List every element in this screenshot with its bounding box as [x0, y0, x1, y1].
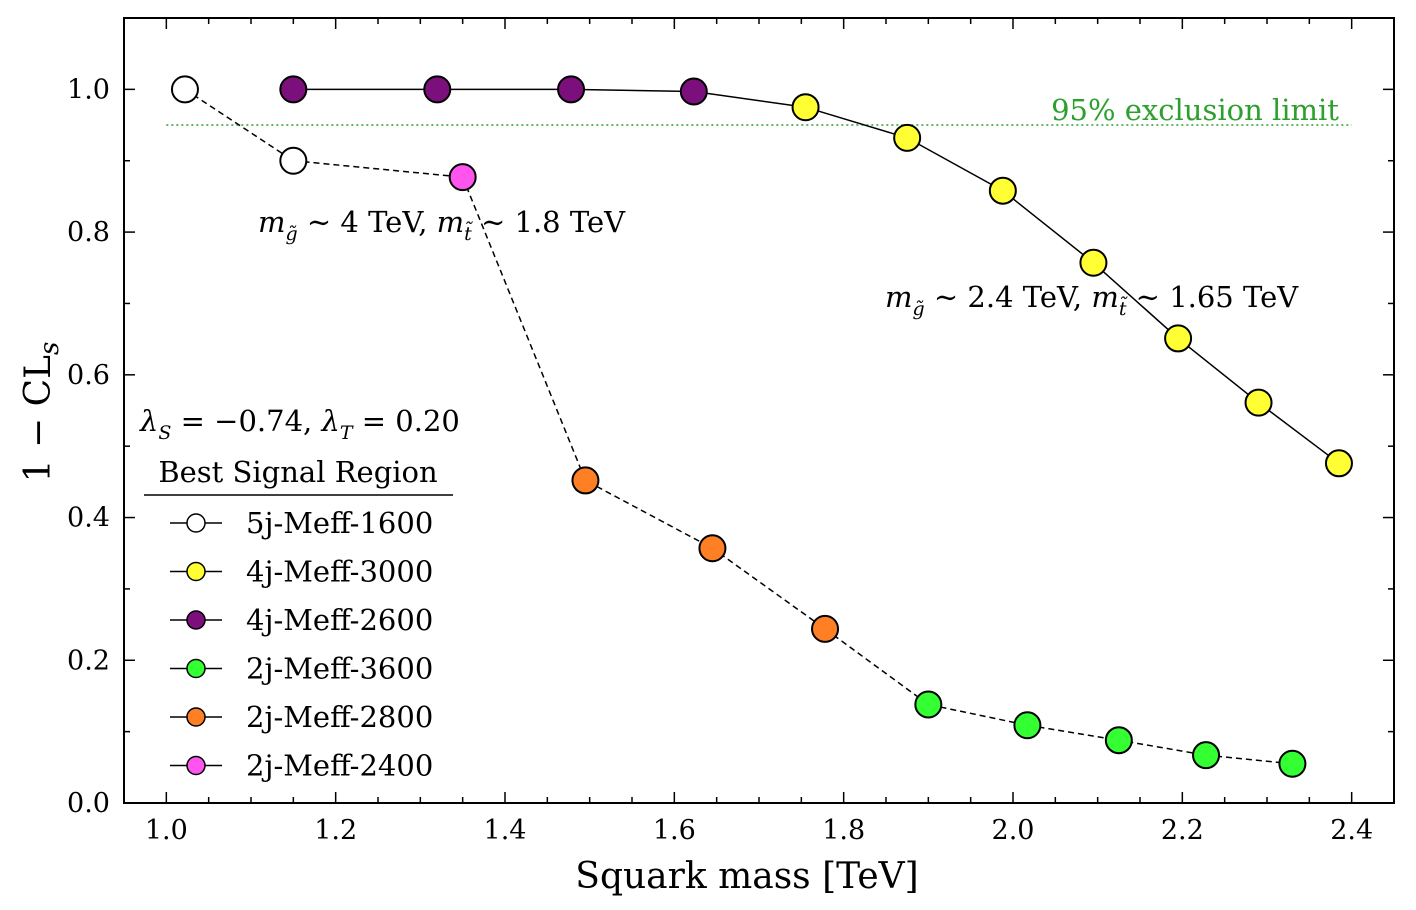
data-point [1013, 711, 1042, 740]
legend-marker [186, 561, 206, 582]
x-tick-label: 2.0 [992, 815, 1035, 846]
y-tick-label: 0.8 [67, 217, 110, 248]
legend: Best Signal Region 5j-Meff-1600 4j-Meff-3… [144, 455, 453, 783]
data-point [1104, 726, 1133, 755]
legend-marker [186, 658, 206, 679]
data-point [1278, 749, 1307, 778]
data-point [1079, 248, 1108, 277]
annotation-right: mg̃ ∼ 2.4 TeV, mt̃ ∼ 1.65 TeV [885, 280, 1299, 320]
y-tick-label: 0.4 [67, 503, 110, 534]
x-tick-label: 1.6 [653, 815, 696, 846]
legend-label: 2j-Meff-3600 [246, 652, 433, 686]
legend-label: 2j-Meff-2800 [246, 700, 433, 734]
data-point [279, 146, 308, 175]
lambda-parameters: λS = −0.74, λT = 0.20 [139, 404, 460, 444]
legend-label: 4j-Meff-3000 [246, 555, 433, 589]
data-point [791, 93, 820, 122]
x-tick-label: 1.4 [484, 815, 527, 846]
data-point [448, 163, 477, 192]
y-tick-label: 0.0 [67, 788, 110, 819]
x-tick-label: 2.2 [1161, 815, 1204, 846]
annotation-upper-left: mg̃ ∼ 4 TeV, mt̃ ∼ 1.8 TeV [258, 205, 626, 245]
x-tick-label: 2.4 [1330, 815, 1373, 846]
legend-marker [186, 707, 206, 727]
data-point [1244, 388, 1273, 417]
legend-label: 4j-Meff-2600 [246, 603, 433, 637]
data-point [423, 75, 452, 104]
exclusion-limit-label: 95% exclusion limit [1051, 93, 1339, 127]
y-tick-label: 1.0 [67, 74, 110, 105]
data-point [1164, 324, 1193, 353]
legend-marker [186, 610, 206, 630]
x-axis-title: Squark mass [TeV] [575, 856, 918, 897]
data-point [1324, 449, 1353, 478]
data-point [811, 614, 840, 643]
data-point [679, 77, 708, 106]
data-point [557, 75, 586, 104]
data-point [893, 123, 922, 152]
legend-marker [186, 513, 206, 533]
data-point [914, 690, 943, 719]
y-axis-title: 1 − CLs [18, 342, 65, 483]
legend-label: 2j-Meff-2400 [246, 749, 433, 783]
legend-title: Best Signal Region [158, 455, 437, 489]
series-line-lower [184, 88, 1293, 765]
data-point [988, 176, 1017, 205]
legend-marker [186, 755, 206, 776]
data-point [698, 534, 727, 563]
data-point [1192, 741, 1221, 770]
data-point [571, 466, 600, 495]
y-tick-label: 0.6 [67, 360, 110, 391]
x-tick-label: 1.2 [314, 815, 357, 846]
data-point [279, 75, 308, 104]
x-tick-label: 1.8 [822, 815, 865, 846]
data-point [170, 75, 199, 104]
x-tick-label: 1.0 [145, 815, 188, 846]
legend-label: 5j-Meff-1600 [246, 506, 433, 540]
y-tick-label: 0.2 [67, 645, 110, 676]
